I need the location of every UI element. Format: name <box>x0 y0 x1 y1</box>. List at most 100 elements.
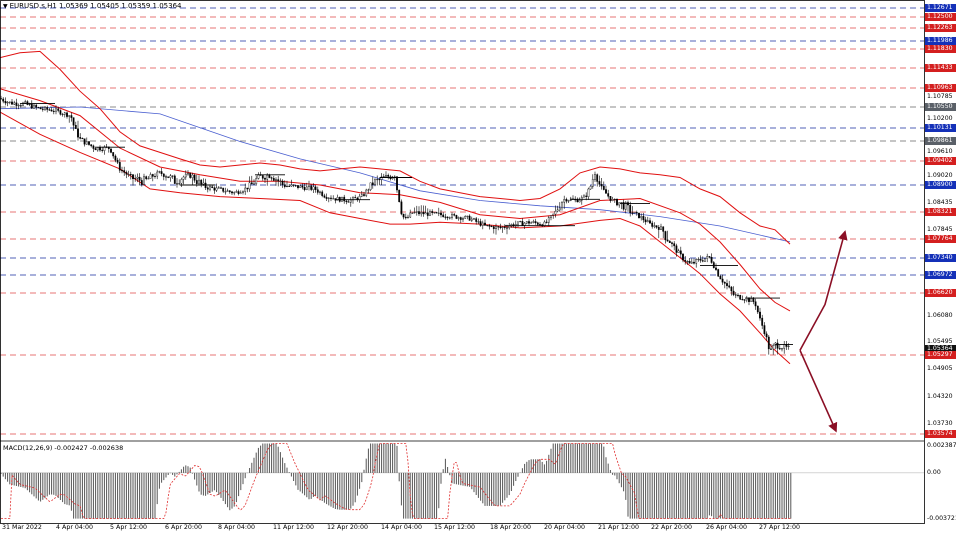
candle-body <box>2 98 5 102</box>
candle-body <box>695 259 698 264</box>
moving-average-line <box>0 106 791 243</box>
candle-body <box>380 176 383 180</box>
candle-body <box>589 186 592 190</box>
candle-body <box>435 212 438 214</box>
candle-body <box>396 176 398 191</box>
price-tick-label: 1.08321 <box>925 208 956 216</box>
candle-body <box>171 175 174 177</box>
candle-body <box>415 211 418 213</box>
symbol-header: ▼ EURUSD.s,H1 1.05369 1.05405 1.05359 1.0… <box>3 2 182 10</box>
candle-body <box>149 174 152 179</box>
candle-body <box>81 138 84 140</box>
macd-tick-label: 0.002387 <box>927 442 956 449</box>
candle-body <box>552 213 555 216</box>
candle-body <box>220 187 222 189</box>
time-tick-label: 18 Apr 20:00 <box>490 524 532 531</box>
candle-body <box>666 239 669 242</box>
candle-body <box>704 258 706 262</box>
candle-body <box>422 211 425 215</box>
candle-body <box>305 186 308 190</box>
candle-body <box>726 283 728 286</box>
candle-body <box>363 194 365 196</box>
candle-body <box>640 216 643 219</box>
price-tick-label: 1.11433 <box>925 64 956 72</box>
candle-body <box>431 211 434 213</box>
candle-body <box>283 184 286 188</box>
candle-body <box>545 221 548 223</box>
candle-body <box>556 209 559 212</box>
candle-body <box>699 258 702 261</box>
candle-body <box>585 195 588 197</box>
candle-body <box>235 191 238 193</box>
candle-body <box>616 198 618 206</box>
candle-body <box>244 187 247 192</box>
candle-body <box>217 187 220 189</box>
candle-body <box>11 101 13 105</box>
candle-body <box>466 215 469 217</box>
candle-body <box>367 189 370 191</box>
candle-body <box>451 214 453 218</box>
dropdown-triangle-icon[interactable]: ▼ <box>3 3 8 10</box>
candle-body <box>193 174 196 181</box>
candle-body <box>297 185 299 188</box>
candle-body <box>534 221 537 223</box>
candle-body <box>682 253 684 261</box>
candle-body <box>224 191 227 193</box>
candle-body <box>743 299 746 301</box>
candle-body <box>178 183 181 185</box>
candle-body <box>96 147 99 151</box>
candle-body <box>138 176 141 181</box>
candle-body <box>609 196 612 201</box>
candle-body <box>660 226 662 230</box>
candle-body <box>708 256 711 258</box>
candle-body <box>279 180 282 182</box>
candle-body <box>741 299 744 301</box>
candle-body <box>180 179 183 184</box>
candle-body <box>528 221 530 224</box>
candle-body <box>325 197 328 199</box>
candle-body <box>44 107 46 110</box>
candle-body <box>77 128 79 138</box>
candle-body <box>61 113 64 115</box>
candle-body <box>653 225 656 227</box>
candle-body <box>486 224 489 226</box>
candle-body <box>41 108 44 110</box>
candle-body <box>587 188 590 198</box>
candle-body <box>48 109 51 111</box>
time-tick-label: 8 Apr 04:00 <box>218 524 256 531</box>
macd-header: MACD(12,26,9) -0.002427 -0.002638 <box>3 444 124 452</box>
candle-body <box>468 215 471 221</box>
candle-body <box>4 100 7 104</box>
candle-body <box>459 217 462 220</box>
candle-body <box>215 187 218 191</box>
candle-body <box>732 290 735 295</box>
candle-body <box>301 185 304 188</box>
bollinger-upper-line <box>0 50 791 245</box>
candle-body <box>624 202 627 210</box>
candle-body <box>248 182 251 190</box>
price-tick-label: 1.12671 <box>925 4 956 12</box>
candle-body <box>378 179 381 181</box>
candle-body <box>110 148 112 153</box>
candle-body <box>655 225 658 228</box>
candle-body <box>701 260 704 262</box>
price-tick-label: 1.09020 <box>927 172 953 179</box>
candle-body <box>182 176 185 180</box>
time-tick-label: 12 Apr 20:00 <box>327 524 369 531</box>
candle-body <box>92 145 95 149</box>
candle-body <box>286 185 288 188</box>
time-tick-label: 20 Apr 04:00 <box>544 524 586 531</box>
price-tick-label: 1.12263 <box>925 24 956 32</box>
candle-body <box>272 178 275 181</box>
candle-body <box>767 336 770 350</box>
candle-body <box>116 159 119 163</box>
price-tick-label: 1.07340 <box>925 254 956 262</box>
candle-body <box>231 191 233 194</box>
candle-body <box>772 345 775 350</box>
candle-body <box>72 117 75 126</box>
candle-body <box>646 220 649 223</box>
candle-body <box>209 186 211 190</box>
candle-body <box>490 225 493 227</box>
candle-body <box>35 104 38 108</box>
